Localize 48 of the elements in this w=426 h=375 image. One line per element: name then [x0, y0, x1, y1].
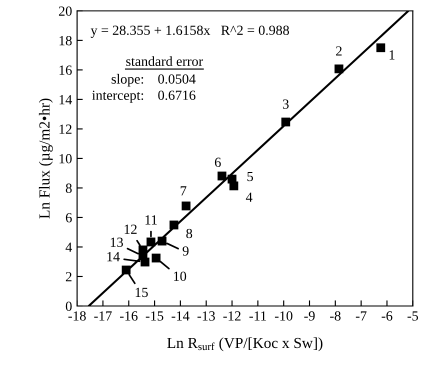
- annotation: 3: [282, 99, 289, 109]
- x-tick-label: -18: [68, 311, 86, 321]
- y-tick-label: 18: [60, 36, 72, 46]
- annotation: 14: [107, 252, 120, 262]
- annotation: 1: [390, 50, 395, 60]
- annotation: 6: [214, 158, 221, 167]
- x-tick-label: -9: [304, 311, 315, 321]
- y-tick-label: 2: [66, 272, 72, 282]
- y-tick-label: 16: [60, 66, 72, 75]
- annotation: 10: [174, 272, 186, 281]
- x-tick-label: -11: [249, 311, 266, 320]
- x-axis-title: Ln R$_{surf}$ (VP/[Koc x Sw]): [167, 337, 322, 352]
- x-tick-label: -13: [197, 311, 215, 321]
- annotation: 11: [145, 215, 157, 224]
- y-tick-label: 10: [60, 154, 72, 164]
- y-tick-label: 4: [66, 242, 72, 252]
- annotation: 8: [186, 228, 192, 238]
- annotation: 5: [247, 172, 254, 182]
- x-tick-label: -12: [223, 311, 241, 320]
- annotation: 0.0504: [158, 74, 196, 84]
- x-tick-label: -8: [330, 311, 341, 321]
- annotation: intercept:: [92, 90, 144, 103]
- annotation: 7: [180, 186, 186, 196]
- annotation: 4: [246, 192, 252, 202]
- x-tick-label: -6: [382, 311, 392, 321]
- annotation: 12: [124, 224, 137, 234]
- y-tick-label: 14: [60, 95, 72, 104]
- x-tick-label: -17: [94, 311, 112, 320]
- y-tick-label: 12: [60, 124, 72, 134]
- annotation: standard error: [126, 56, 204, 66]
- x-tick-label: -7: [356, 311, 367, 320]
- x-tick-label: -10: [274, 311, 292, 321]
- y-axis-title: Ln Flux (µg/m2•hr): [38, 98, 53, 219]
- y-tick-label: 8: [66, 184, 72, 193]
- annotation: y = 28.355 + 1.6158x R^2 = 0.988: [90, 26, 290, 38]
- y-tick-label: 0: [66, 302, 72, 311]
- x-tick-label: -16: [120, 311, 138, 321]
- annotation: 13: [110, 238, 123, 247]
- y-tick-label: 20: [58, 6, 72, 16]
- annotation: 2: [336, 46, 342, 56]
- annotation: 9: [182, 246, 189, 256]
- annotation: slope:: [112, 74, 144, 87]
- x-tick-label: -5: [408, 311, 418, 321]
- x-tick-label: -15: [146, 311, 164, 321]
- y-tick-label: 6: [66, 213, 72, 222]
- annotation: 0.6716: [158, 90, 196, 100]
- annotation: 15: [136, 288, 148, 298]
- x-tick-label: -14: [172, 311, 190, 320]
